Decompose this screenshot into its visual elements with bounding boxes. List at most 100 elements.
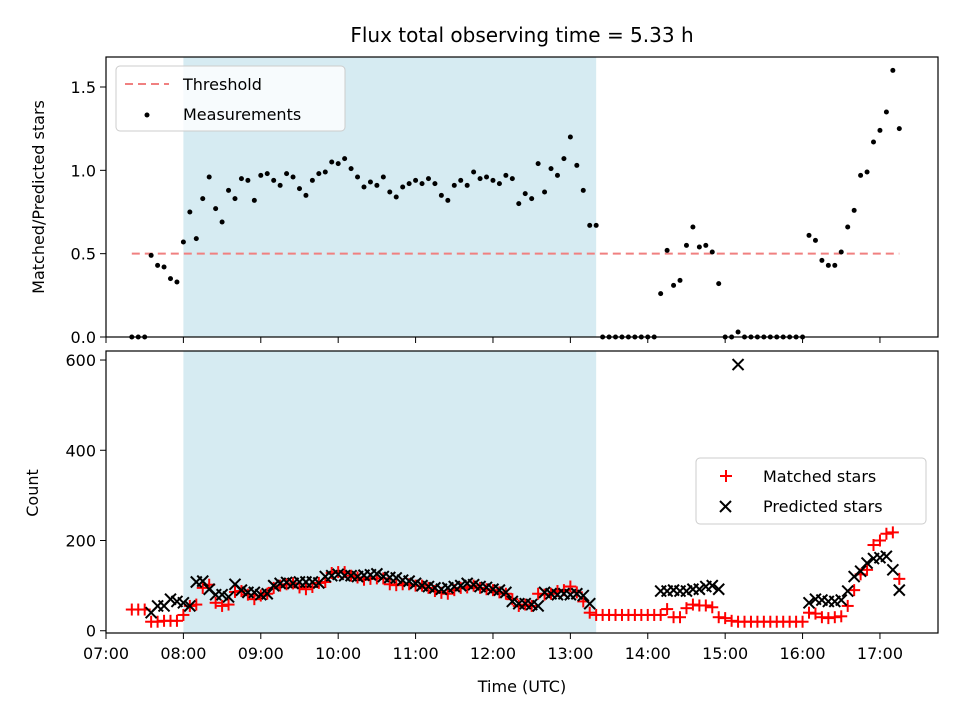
predicted-star-stroke xyxy=(570,587,584,600)
predicted-star-stroke xyxy=(409,577,422,590)
measurement-point xyxy=(593,222,599,228)
bottom-x-tick-label: 07:00 xyxy=(83,644,129,663)
predicted-star-stroke xyxy=(693,583,706,596)
measurement-point xyxy=(845,224,851,230)
matched-star-point xyxy=(661,603,674,616)
predicted-star-stroke xyxy=(731,358,745,371)
bottom-axes-frame xyxy=(105,350,939,634)
matched-star-point xyxy=(893,572,906,585)
measurement-point xyxy=(271,177,277,183)
bottom-y-tick-label: 400 xyxy=(65,441,96,460)
measurement-point xyxy=(419,181,425,187)
legend-predicted-swatch xyxy=(719,500,732,513)
measurement-point xyxy=(413,177,419,183)
measurement-point xyxy=(238,176,244,182)
predicted-star-stroke xyxy=(841,584,854,598)
predicted-star-stroke xyxy=(422,580,435,593)
measurement-point xyxy=(703,242,709,248)
predicted-star-stroke xyxy=(280,576,293,589)
measurement-point xyxy=(890,67,896,73)
measurement-point xyxy=(677,277,683,283)
predicted-star-stroke xyxy=(815,593,829,607)
measurement-point xyxy=(509,176,515,182)
bottom-y-tick-label: 600 xyxy=(65,351,96,370)
measurement-point xyxy=(296,186,302,192)
predicted-star-stroke xyxy=(667,583,680,597)
matched-star-point xyxy=(867,539,880,552)
predicted-star-stroke xyxy=(557,587,571,600)
predicted-star-stroke xyxy=(802,596,816,609)
measurement-point xyxy=(561,156,567,162)
bottom-legend-box xyxy=(695,457,927,525)
measurement-point xyxy=(167,276,173,282)
bottom-x-tick-label: 11:00 xyxy=(393,644,439,663)
predicted-star-stroke xyxy=(486,583,500,596)
measurement-point xyxy=(548,166,554,172)
bottom-x-tick-label: 12:00 xyxy=(470,644,516,663)
predicted-star-stroke xyxy=(370,567,384,581)
predicted-star-stroke xyxy=(460,577,474,590)
top-y-ticks: 0.0 0.5 1.0 1.5 xyxy=(71,78,106,347)
measurement-point xyxy=(838,249,844,255)
predicted-star-stroke xyxy=(577,589,590,602)
bottom-x-tick-label: 15:00 xyxy=(702,644,748,663)
measurement-point xyxy=(200,196,206,202)
top-x-ticks xyxy=(105,337,881,343)
predicted-star-stroke xyxy=(344,569,358,582)
matched-star-point xyxy=(809,607,822,620)
measurement-point xyxy=(322,169,328,175)
measurement-point xyxy=(393,194,399,200)
measurement-point xyxy=(387,189,393,195)
matched-star-point xyxy=(170,614,183,627)
predicted-star-point xyxy=(370,567,384,581)
legend-measurements-swatch xyxy=(144,112,150,118)
matched-star-point xyxy=(654,608,667,621)
measurement-point xyxy=(284,171,290,177)
measurement-point xyxy=(490,177,496,183)
legend-predicted-label: Predicted stars xyxy=(763,497,883,516)
measurement-point xyxy=(871,139,877,145)
measurement-point xyxy=(458,177,464,183)
measurement-point xyxy=(316,171,322,177)
matched-star-point xyxy=(248,593,261,606)
predicted-star-stroke xyxy=(202,583,216,596)
measurement-point xyxy=(529,196,535,202)
measurement-point xyxy=(851,207,857,213)
measurement-point xyxy=(361,184,367,190)
predicted-star-stroke xyxy=(331,568,345,581)
predicted-star-stroke xyxy=(531,599,545,613)
panel-counts: 0 200 400 600 07:00 08:00 09:00 10:00 11:00 12:0… xyxy=(23,350,939,696)
measurement-point xyxy=(812,237,818,243)
legend-measurements-label: Measurements xyxy=(183,105,301,124)
matched-star-point xyxy=(583,606,596,619)
legend-threshold-label: Threshold xyxy=(182,75,262,94)
predicted-star-stroke xyxy=(544,587,558,600)
predicted-star-stroke xyxy=(228,578,242,591)
measurement-point xyxy=(554,172,560,178)
matched-star-point xyxy=(674,611,687,624)
measurement-point xyxy=(567,134,573,140)
measurement-point xyxy=(671,282,677,288)
predicted-star-stroke xyxy=(809,592,822,606)
predicted-star-stroke xyxy=(177,596,190,609)
matched-star-point xyxy=(506,593,519,606)
predicted-star-point xyxy=(531,599,545,613)
measurement-point xyxy=(819,257,825,263)
bottom-x-tick-label: 09:00 xyxy=(238,644,284,663)
measurement-point xyxy=(451,182,457,188)
measurement-point xyxy=(858,172,864,178)
measurement-point xyxy=(542,189,548,195)
measurement-point xyxy=(193,236,199,242)
predicted-star-stroke xyxy=(402,574,416,588)
matched-star-point xyxy=(841,599,854,612)
measurement-point xyxy=(180,239,186,245)
predicted-star-stroke xyxy=(235,583,248,597)
predicted-star-point xyxy=(577,589,590,602)
predicted-star-stroke xyxy=(893,583,906,597)
matched-star-point xyxy=(267,581,280,594)
measurement-point xyxy=(161,264,167,270)
measurement-point xyxy=(445,197,451,203)
bottom-x-tick-label: 10:00 xyxy=(315,644,361,663)
predicted-star-stroke xyxy=(390,571,403,585)
